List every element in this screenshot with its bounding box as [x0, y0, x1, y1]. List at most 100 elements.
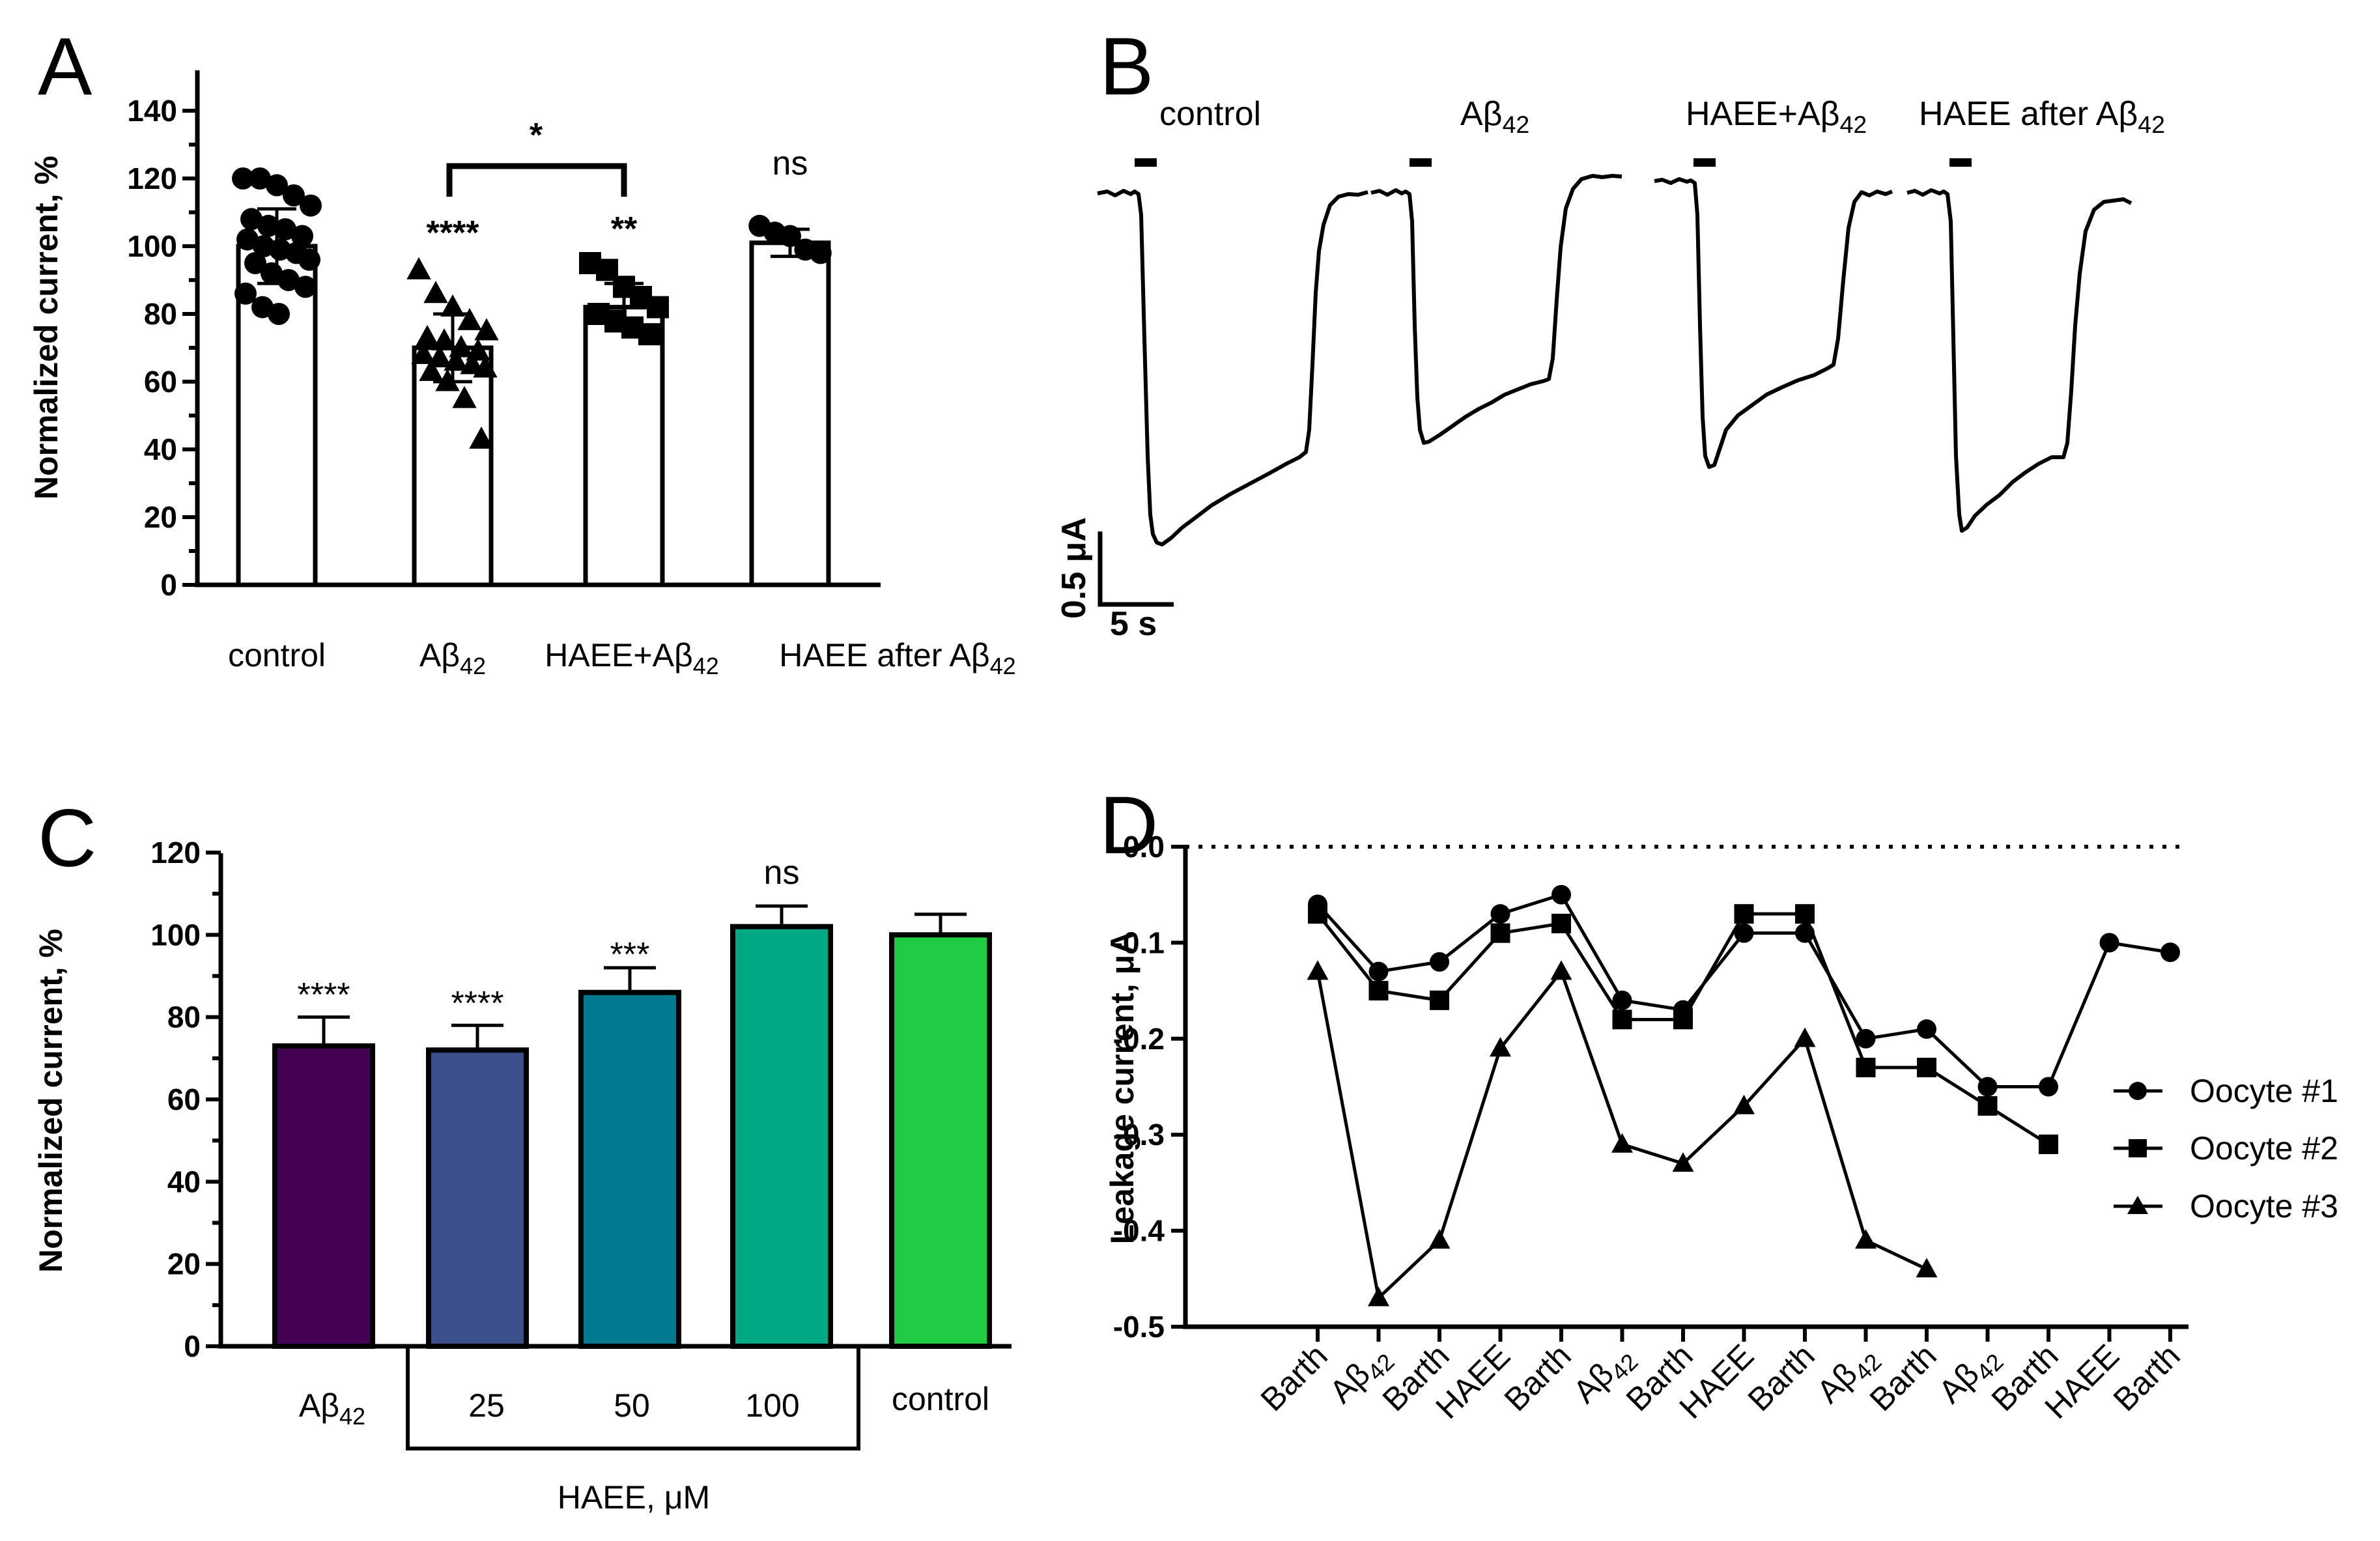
b-trace-label: HAEE after Aβ42	[1919, 95, 2165, 138]
c-y-tick-label: 120	[150, 836, 201, 869]
d-x-tick-label: Barth	[1497, 1337, 1578, 1418]
b-trace-label: HAEE+Aβ42	[1686, 95, 1867, 138]
c-sig-label: ****	[451, 985, 504, 1023]
c-sig-label: ns	[764, 854, 800, 892]
d-y-tick-label: -0.5	[1113, 1310, 1165, 1344]
d-data-point	[1916, 1258, 1938, 1278]
c-bar	[730, 924, 833, 1349]
d-data-point	[2039, 1134, 2058, 1154]
c-bar	[426, 1047, 529, 1349]
d-y-axis-label: Leakage current, μA	[1104, 931, 1140, 1245]
d-legend: Oocyte #1 Oocyte #2 Oocyte #3	[2114, 1073, 2338, 1224]
c-y-axis-label: Normalized current, %	[33, 929, 69, 1273]
c-y-tick-label: 20	[167, 1247, 201, 1281]
a-category-label: control	[228, 637, 326, 673]
c-bar	[272, 1043, 375, 1349]
panel-letter-a: A	[38, 21, 92, 112]
a-data-point	[457, 307, 482, 330]
a-data-point	[406, 257, 431, 279]
d-data-point	[1368, 981, 1389, 1001]
d-data-point	[1550, 960, 1572, 980]
a-sig-label: **	[611, 210, 638, 248]
a-y-tick-label: 40	[144, 432, 177, 466]
a-data-point	[234, 282, 257, 305]
b-scale-y-label: 0.5 μA	[1055, 517, 1093, 619]
a-bar	[749, 240, 831, 587]
b-scale-x-label: 5 s	[1110, 605, 1157, 643]
a-data-point	[257, 214, 279, 237]
a-data-point	[298, 248, 320, 271]
a-data-point	[474, 318, 499, 341]
a-data-point	[444, 348, 468, 371]
c-bar	[889, 932, 992, 1350]
a-data-point	[249, 167, 271, 190]
d-x-tick-label: Barth	[2106, 1337, 2187, 1418]
a-y-tick-label: 20	[144, 500, 177, 534]
panel-d: D -0.5-0.4-0.3-0.2-0.10.0 BarthAβ42Barth…	[1099, 780, 2338, 1426]
b-trace-label: Aβ42	[1460, 95, 1529, 138]
a-data-point	[268, 303, 290, 325]
c-y-tick-label: 100	[150, 918, 201, 952]
d-data-point	[1428, 1229, 1451, 1249]
d-legend-label: Oocyte #3	[2190, 1188, 2338, 1224]
d-data-point	[1368, 961, 1389, 982]
c-sig-label: ****	[298, 976, 350, 1014]
c-category-label: Aβ42	[299, 1387, 365, 1430]
a-data-point	[435, 369, 460, 391]
d-y-tick-label: -0.2	[1113, 1022, 1165, 1056]
a-y-axis-label: Normalized current, %	[28, 156, 64, 500]
c-category-label: control	[892, 1381, 989, 1417]
a-data-point	[638, 323, 660, 346]
d-data-point	[1673, 1010, 1693, 1030]
d-data-point	[1307, 960, 1329, 980]
a-data-point	[244, 252, 266, 274]
a-y-tick-label: 140	[127, 94, 177, 128]
b-scale-bar	[1098, 531, 1174, 607]
d-data-point	[1551, 913, 1571, 933]
b-current-trace-control	[1097, 189, 1368, 546]
d-series	[1307, 960, 1938, 1307]
d-data-point	[1977, 1077, 1998, 1097]
c-y-tick-label: 80	[167, 1000, 201, 1034]
d-data-point	[1977, 1096, 1998, 1116]
d-data-point	[1551, 884, 1571, 905]
d-data-point	[1734, 923, 1754, 943]
d-data-point	[1733, 1094, 1755, 1114]
a-sig-label: ns	[772, 145, 808, 182]
d-data-point	[1490, 1037, 1511, 1057]
d-data-point	[1856, 1028, 1876, 1049]
d-data-point	[2099, 933, 2119, 953]
c-y-tick-label: 40	[167, 1165, 201, 1198]
b-application-bar	[1693, 158, 1716, 167]
d-data-point	[1490, 923, 1510, 943]
d-data-point	[1856, 1058, 1876, 1078]
a-data-point	[300, 194, 322, 217]
d-data-point	[1795, 904, 1815, 924]
a-data-point	[419, 358, 444, 381]
a-data-point	[411, 341, 436, 364]
a-data-point	[283, 184, 305, 206]
a-y-tick-label: 0	[160, 568, 177, 602]
a-category-label: Aβ42	[419, 637, 486, 679]
a-data-point	[277, 269, 300, 291]
d-data-point	[1611, 1133, 1633, 1153]
a-category-label: HAEE+Aβ42	[545, 637, 719, 679]
a-data-point	[427, 345, 452, 368]
a-y-tick-label: 80	[144, 297, 177, 331]
a-data-point	[423, 281, 448, 304]
panel-letter-c: C	[38, 793, 96, 884]
a-bracket-label: *	[530, 117, 543, 154]
a-data-point	[232, 167, 254, 190]
b-application-bar	[1949, 158, 1972, 167]
d-data-point	[1855, 1229, 1877, 1249]
panel-letter-b: B	[1099, 21, 1154, 112]
d-data-point	[2039, 1077, 2058, 1097]
b-current-trace-haee-abeta	[1654, 177, 1893, 469]
a-data-point	[469, 426, 494, 449]
d-legend-label: Oocyte #2	[2190, 1130, 2338, 1166]
legend-triangle-marker	[2127, 1196, 2148, 1214]
a-data-point	[415, 324, 440, 347]
a-data-point	[274, 218, 296, 240]
panel-b: B control Aβ42 HAEE+Aβ42 HAEE after Aβ42…	[1055, 21, 2165, 643]
